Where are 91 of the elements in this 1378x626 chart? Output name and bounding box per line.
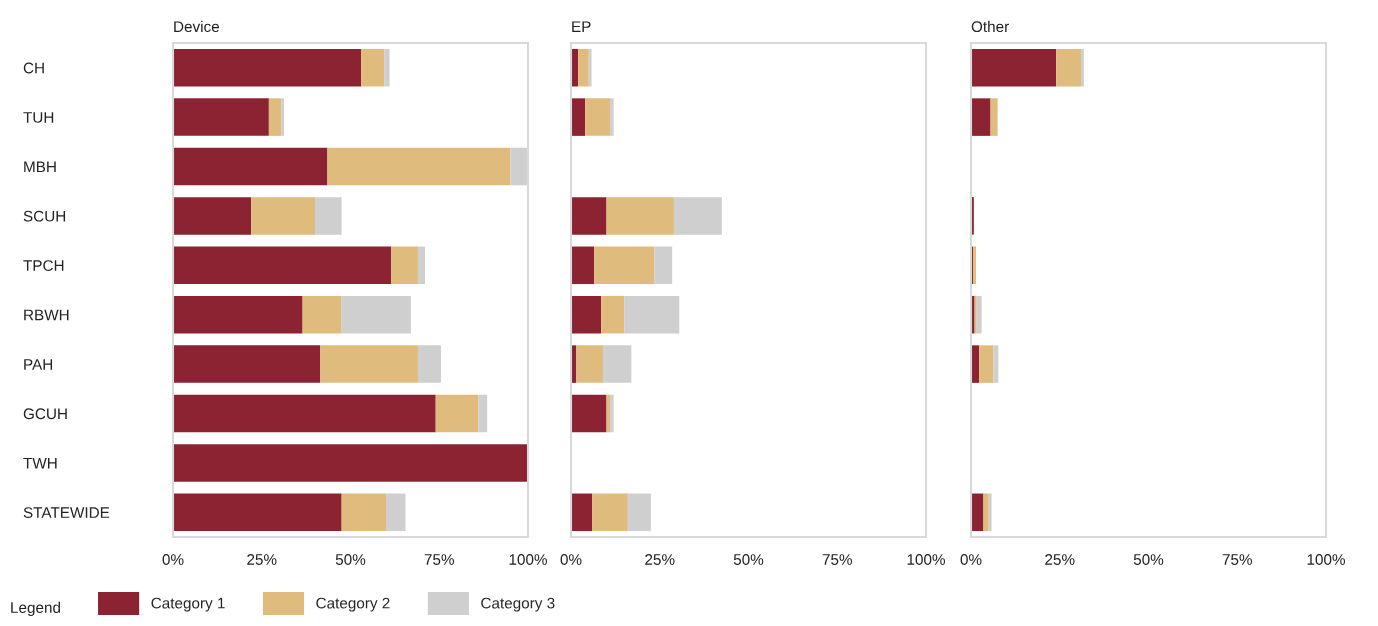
x-tick-label: 25% [645,554,675,565]
x-tick-label: 25% [1045,554,1075,565]
x-tick-label: 75% [1222,554,1252,565]
legend-label: Category 3 [481,597,555,612]
bar [585,98,611,136]
bar [173,98,269,136]
bar [993,345,999,383]
bar [971,98,991,136]
x-tick-label: 100% [509,554,547,565]
chart-title: Other [971,20,1009,33]
bar [315,197,342,235]
bar [624,295,680,334]
bar [391,246,418,285]
bar [983,493,989,532]
x-tick-label: 0% [960,554,982,565]
x-tick-label: 50% [733,554,764,565]
y-tick-label: GCUH [23,408,67,420]
bar [173,345,321,383]
bar [627,493,651,532]
bar [988,493,992,532]
y-tick-label: SCUH [23,210,66,222]
y-tick-label: RBWH [24,309,69,321]
bar [173,394,436,433]
bar [571,394,607,433]
bar [173,147,328,186]
bar [606,197,674,235]
y-tick-label: STATEWIDE [23,507,110,518]
bar [654,246,673,285]
bar [173,48,362,87]
x-tick-label: 100% [1307,554,1345,565]
bar [1056,48,1082,87]
bar [478,394,488,433]
chart-title: EP [572,21,591,32]
bar [281,98,285,136]
bar [320,345,418,383]
bar [601,295,625,334]
bar [578,48,589,87]
bar [302,295,342,334]
bar [592,493,628,532]
y-tick-label: MBH [24,161,56,173]
bar [610,394,614,433]
bar [173,444,528,482]
bar [571,98,586,136]
bar [173,295,303,334]
x-tick-label: 75% [424,554,454,565]
bar [173,197,252,235]
bar [588,48,592,87]
bar [673,197,722,235]
x-tick-label: 25% [247,554,277,565]
bar [173,493,342,532]
bar [979,345,994,383]
bar [327,147,511,186]
bar [417,345,442,383]
bar [341,493,386,532]
x-tick-label: 100% [907,554,945,565]
bar [1081,48,1084,87]
bar [594,246,655,285]
bar [576,345,603,383]
bar [606,394,611,433]
bar [251,197,315,235]
bar [435,394,479,433]
bar [602,345,632,383]
bar [990,98,998,136]
bar [341,295,411,334]
x-tick-label: 75% [822,554,852,565]
bar [976,295,982,334]
bar [417,246,426,285]
legend-label: Category 2 [316,597,390,612]
y-tick-label: TWH [23,457,57,469]
legend-title: Legend [11,601,60,616]
legend-label: Category 1 [151,597,225,612]
x-tick-label: 0% [560,554,582,565]
y-tick-label: CH [23,62,44,74]
x-tick-label: 50% [1133,554,1164,565]
x-tick-label: 50% [335,554,366,565]
bar [268,98,282,136]
bar [173,246,392,285]
y-tick-label: TUH [23,112,54,123]
y-tick-label: TPCH [23,260,64,271]
y-tick-label: PAH [24,359,53,370]
bar [571,493,593,532]
bar [571,246,595,285]
x-tick-label: 0% [162,554,184,565]
bar [571,295,602,334]
bar [610,98,614,136]
bar [571,197,607,235]
bar [361,48,385,87]
bar [386,493,406,532]
chart-title: Device [174,20,220,33]
bar [384,48,390,87]
bar [971,48,1057,87]
